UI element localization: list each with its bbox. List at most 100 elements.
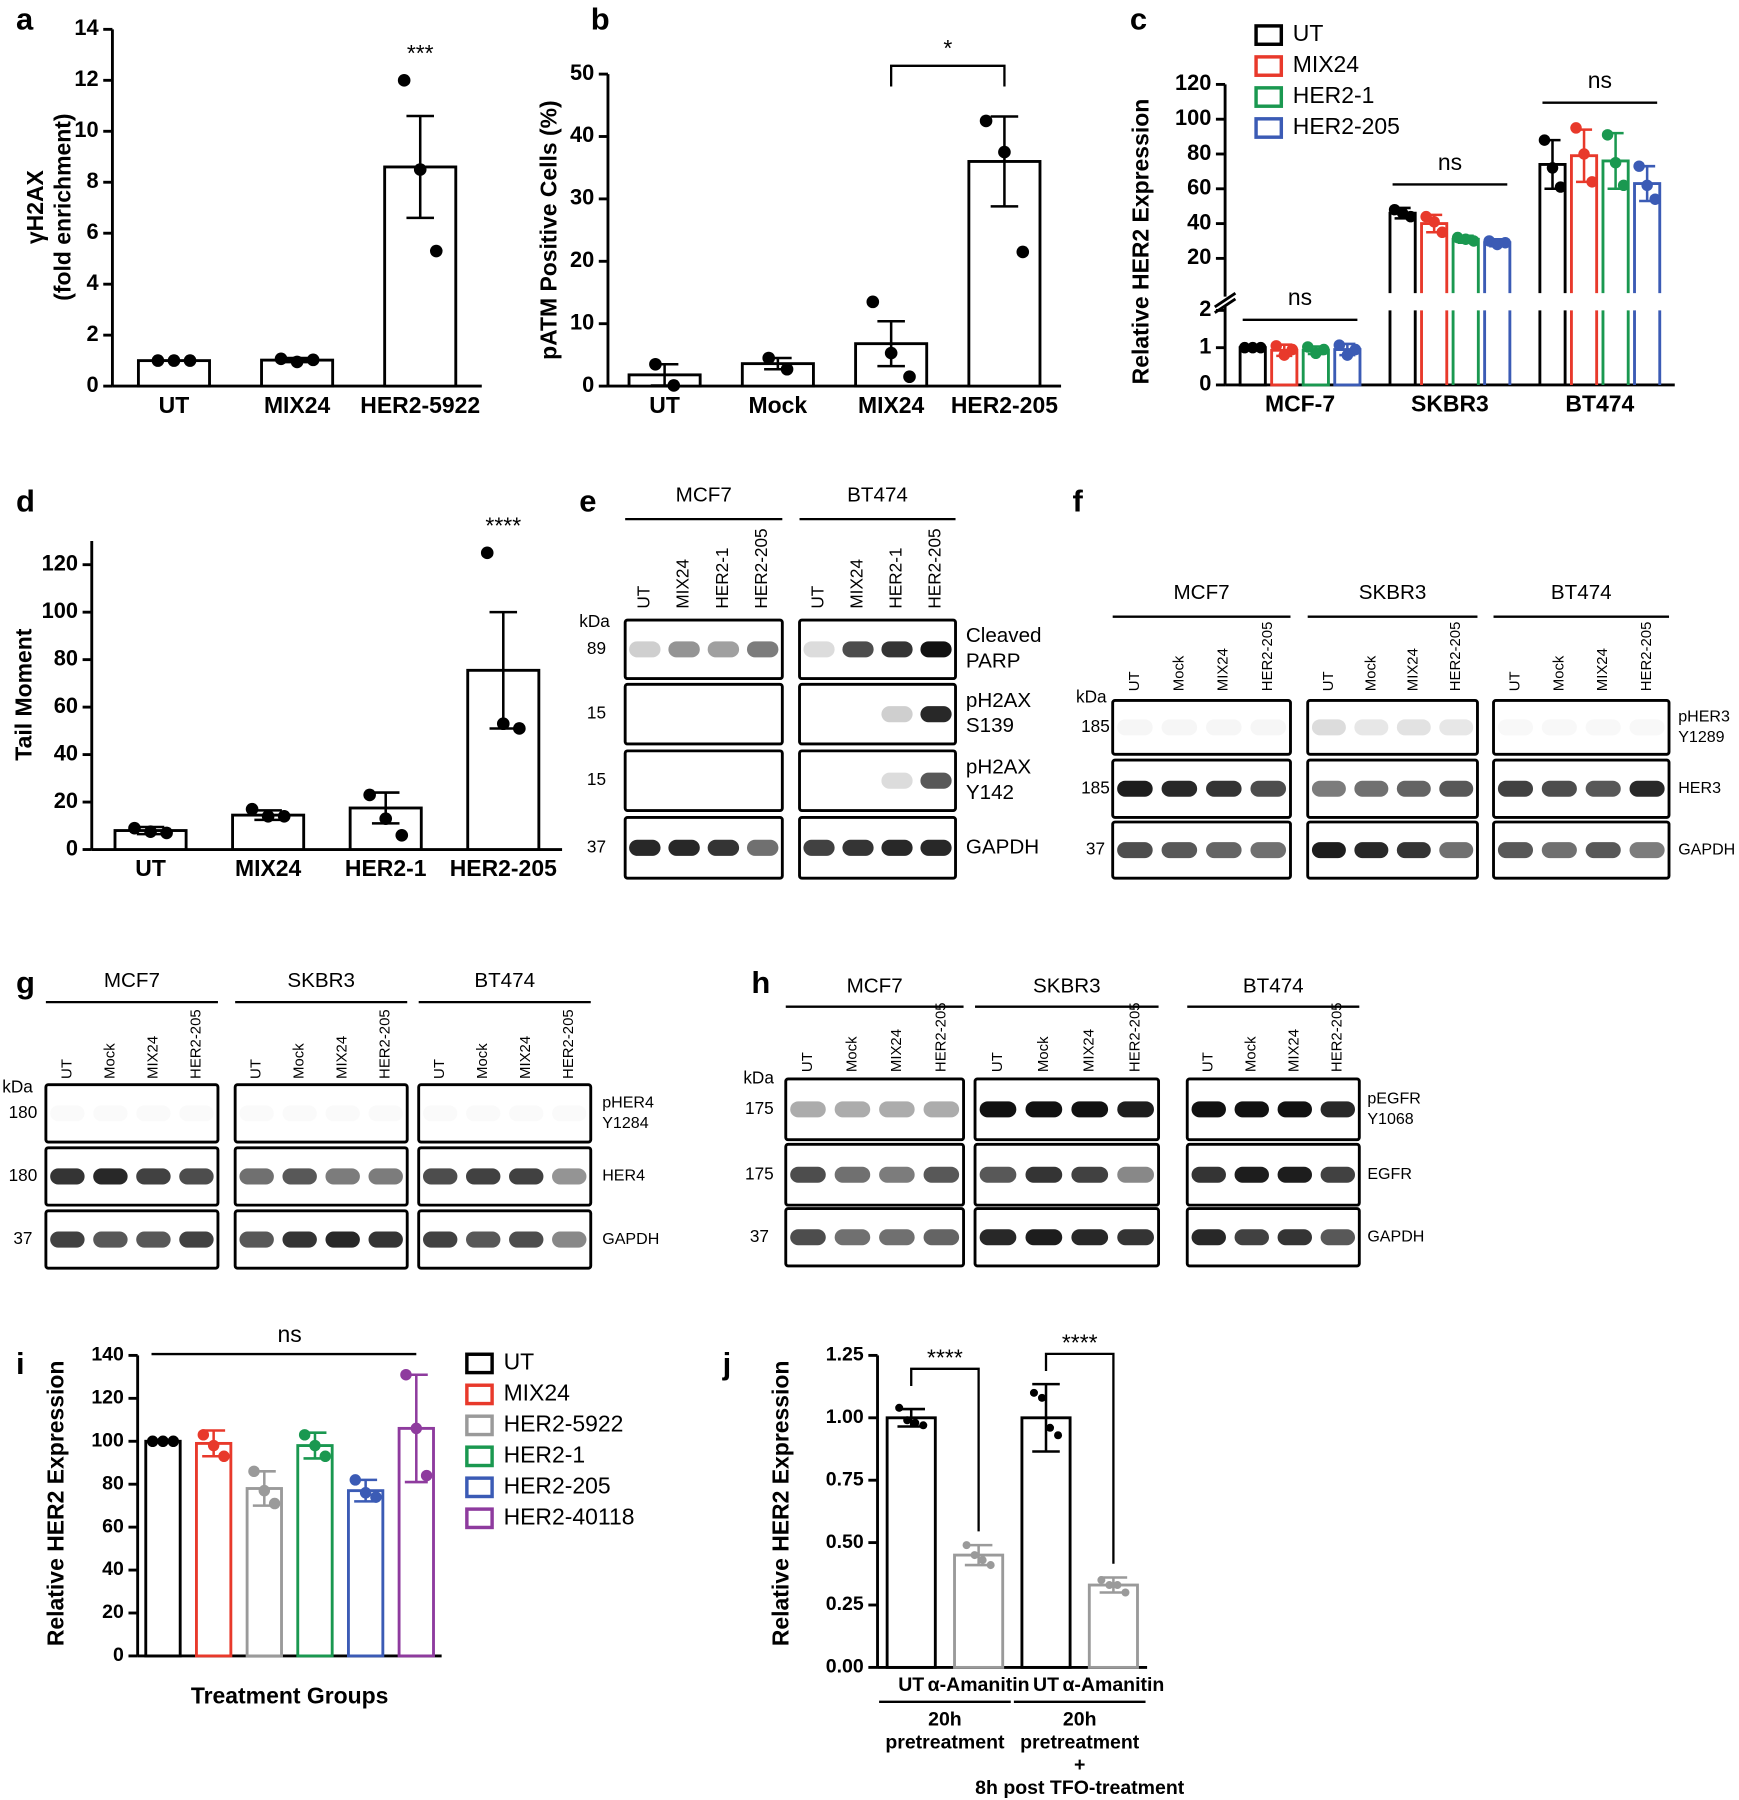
blot-band <box>1541 842 1577 859</box>
data-point <box>309 1439 321 1452</box>
blot-band <box>422 1231 458 1248</box>
bar <box>1020 1416 1072 1669</box>
blot-band <box>668 839 700 856</box>
bar-lower <box>1538 310 1567 385</box>
lane-label: MIX24 <box>518 1036 534 1079</box>
kda-value: 37 <box>13 1228 32 1248</box>
blot-band <box>881 706 913 723</box>
y-tick-label: 12 <box>74 66 98 91</box>
bar <box>885 1416 937 1669</box>
y-tick-label: 40 <box>570 122 594 147</box>
bar <box>1238 346 1267 387</box>
data-point <box>911 1418 920 1427</box>
blot-band <box>668 641 700 658</box>
bar <box>953 1553 1005 1669</box>
data-point <box>979 114 993 128</box>
bar <box>296 1444 334 1658</box>
blot-band <box>920 772 952 789</box>
data-point <box>1609 156 1622 169</box>
data-point <box>1649 193 1661 205</box>
y-tick-label: 80 <box>1187 140 1211 165</box>
data-point <box>146 1435 159 1448</box>
significance-label: ns <box>278 1321 302 1347</box>
blot-panel <box>44 1209 220 1270</box>
data-point <box>1255 341 1267 354</box>
lane-label: Mock <box>1036 1036 1052 1072</box>
blot-band <box>1630 719 1665 735</box>
blot-panel <box>623 815 784 880</box>
blot-band <box>1191 1101 1226 1118</box>
lane-label: UT <box>1507 671 1523 691</box>
y-axis-title: (fold enrichment) <box>49 113 75 300</box>
panel-letter: h <box>751 965 770 1000</box>
data-point <box>413 163 427 176</box>
blot-band <box>179 1231 214 1248</box>
cell-line-label: BT474 <box>474 969 535 992</box>
data-point <box>1238 341 1251 354</box>
blot-band <box>136 1168 171 1185</box>
blot-band <box>629 641 661 658</box>
blot-panel <box>623 682 784 746</box>
data-point <box>1601 129 1614 141</box>
bar-lower <box>1388 310 1417 385</box>
blot-band <box>1354 842 1389 859</box>
blot-panel <box>1185 1207 1361 1268</box>
panel-letter: b <box>591 2 610 37</box>
y-tick-label: 8 <box>87 168 99 193</box>
error-bar <box>1032 1382 1060 1453</box>
blot-band <box>1439 842 1474 859</box>
blot-band <box>239 1168 274 1185</box>
lane-label: HER2-205 <box>1448 622 1464 692</box>
y-tick-label: 0 <box>1199 371 1211 396</box>
blot-panel <box>44 1146 220 1207</box>
data-point <box>919 1421 928 1430</box>
legend-label: HER2-205 <box>1293 113 1400 139</box>
panel-letter: g <box>16 965 35 1000</box>
y-axis-title: pATM Positive Cells (%) <box>536 100 562 360</box>
data-point <box>1246 341 1259 354</box>
data-point <box>395 828 409 842</box>
legend-label: UT <box>504 1348 535 1374</box>
bar <box>1087 1583 1139 1669</box>
bar-lower <box>1451 310 1480 385</box>
blot-band <box>136 1231 171 1248</box>
blot-band <box>1629 842 1665 859</box>
blot-band <box>1311 719 1346 736</box>
data-point <box>1113 1581 1122 1590</box>
blot-band <box>879 1229 915 1246</box>
panel-letter: c <box>1130 2 1147 37</box>
x-tick-label: MCF-7 <box>1265 391 1335 417</box>
data-point <box>274 352 288 366</box>
blot-band <box>1320 1101 1356 1118</box>
blot-band <box>1396 842 1431 859</box>
lane-label: UT <box>633 585 653 608</box>
lane-label: UT <box>800 1052 816 1072</box>
y-tick-label: 60 <box>1187 175 1211 200</box>
lane-label: Mock <box>292 1043 308 1079</box>
blot-band <box>1025 1101 1063 1118</box>
kda-value: 89 <box>587 638 606 658</box>
data-point <box>496 717 510 731</box>
y-tick-label: 30 <box>570 185 594 210</box>
blot-band <box>790 1166 826 1183</box>
blot-band <box>668 773 699 789</box>
blot-band <box>1586 719 1621 735</box>
blot-band <box>1234 1229 1269 1246</box>
blot-panel <box>1306 820 1479 880</box>
bar <box>245 1487 283 1658</box>
data-point <box>998 145 1011 159</box>
data-point <box>359 1487 372 1499</box>
blot-band <box>842 641 874 658</box>
legend-label: HER2-5922 <box>504 1410 624 1436</box>
blot-band <box>1117 842 1153 859</box>
blot-band <box>93 1105 127 1121</box>
group-label: + <box>1074 1754 1085 1776</box>
cell-line-label: MCF7 <box>847 975 903 998</box>
blot-band <box>920 641 952 658</box>
group-label: pretreatment <box>1020 1731 1140 1753</box>
data-point <box>1404 210 1417 223</box>
kda-value: 37 <box>750 1226 769 1246</box>
lane-label: MIX24 <box>145 1036 161 1079</box>
blot-panel <box>1492 698 1671 756</box>
data-point <box>970 1551 979 1560</box>
